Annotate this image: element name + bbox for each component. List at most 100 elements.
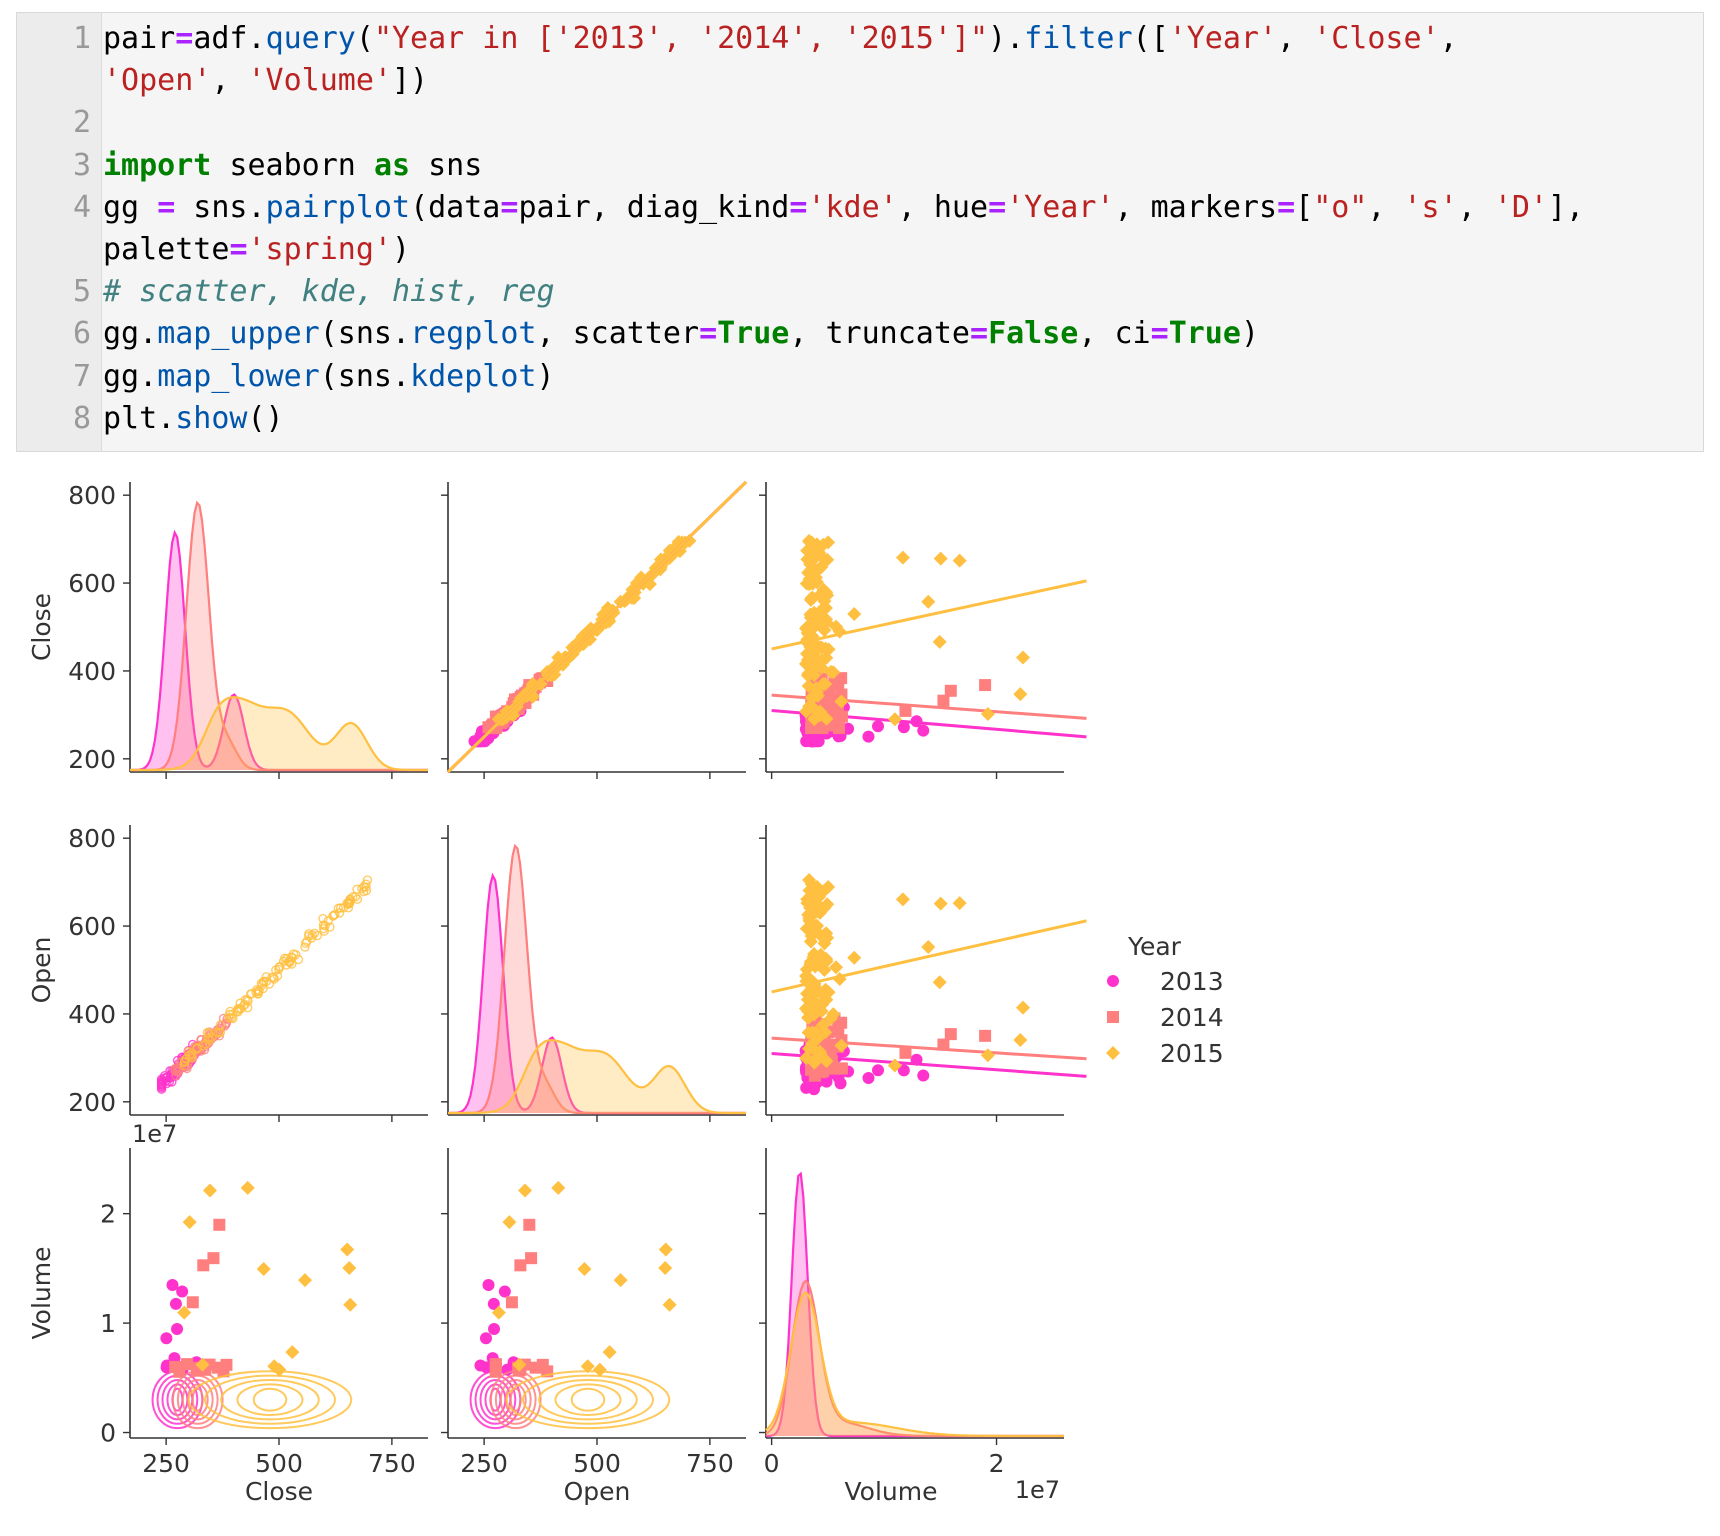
code-token: 'D' — [1493, 189, 1548, 225]
kde-contour — [570, 1387, 606, 1412]
scatter-point — [807, 1055, 822, 1070]
code-token: filter — [1024, 21, 1133, 56]
kde-contour — [235, 998, 245, 1008]
scatter-point — [487, 1297, 500, 1310]
scatter-point — [899, 1046, 912, 1059]
scatter-point — [887, 712, 902, 727]
line-number: 3 — [72, 147, 91, 183]
scatter-point — [343, 1297, 358, 1312]
kde-contour — [227, 1009, 238, 1019]
diag-kde-volume — [765, 1171, 1064, 1438]
scatter-point — [166, 1278, 179, 1291]
scatter-point — [1016, 1000, 1031, 1015]
scatter-point — [812, 954, 827, 969]
scatter-point — [525, 1252, 538, 1265]
panel-open-vs-volume — [759, 825, 1064, 1122]
code-token: ) — [392, 232, 411, 267]
scatter-point — [182, 1215, 197, 1230]
scatter-point — [662, 1297, 677, 1312]
scatter-point — [897, 1064, 910, 1077]
y-axis-label: Open — [27, 937, 56, 1004]
kde-contour — [181, 1379, 214, 1421]
scatter-point — [872, 1064, 885, 1077]
kde-contour — [312, 930, 323, 941]
code-token: , scatter — [536, 316, 700, 352]
scatter-point — [602, 1345, 617, 1360]
y-axis-label: Close — [27, 593, 56, 661]
kde-contour — [284, 956, 295, 967]
scatter-point — [804, 539, 819, 554]
kde-contour — [287, 959, 297, 969]
legend-marker — [1106, 1046, 1120, 1060]
scatter-point — [482, 1278, 495, 1291]
diag-kde-close — [130, 500, 428, 772]
kde-contour — [156, 1075, 167, 1086]
scatter-point — [819, 954, 834, 969]
scatter-point — [177, 1305, 192, 1320]
scatter-point — [944, 684, 957, 697]
scatter-point — [921, 594, 936, 609]
scatter-point — [805, 924, 820, 939]
kde-contour — [267, 972, 277, 983]
code-token: 'Year' — [1006, 189, 1115, 225]
code-token: , — [1277, 21, 1314, 56]
code-token: (sns. — [319, 316, 411, 352]
scatter-point — [256, 1261, 271, 1276]
code-token: [ — [1295, 189, 1314, 225]
kde-contour — [253, 989, 263, 999]
y-tick-label: 400 — [68, 1000, 116, 1029]
kde-fill — [766, 1280, 1064, 1436]
scatter-point — [821, 535, 836, 550]
kde-volume-open — [469, 1180, 677, 1430]
kde-fill — [766, 1292, 1064, 1436]
scatter-point — [577, 1261, 592, 1276]
scatter-point — [186, 1296, 199, 1309]
kde-contour — [261, 972, 271, 982]
scatter-point — [812, 1049, 827, 1064]
scatter-point — [862, 730, 875, 743]
scatter-point — [895, 550, 910, 565]
kde-contour — [538, 1379, 638, 1421]
scatter-point — [815, 653, 830, 668]
code-token: = — [970, 316, 989, 352]
code-token: ([ — [1132, 21, 1169, 56]
scatter-point — [895, 892, 910, 907]
regression-line — [771, 693, 1087, 720]
scatter-point — [826, 1007, 841, 1022]
scatter-point — [815, 997, 830, 1012]
panel-volume-vs-volume — [759, 1148, 1064, 1445]
code-token: query — [265, 21, 356, 56]
kde-contour — [300, 942, 310, 952]
scatter-point — [1013, 687, 1028, 702]
scatter-point — [812, 889, 827, 904]
code-token: = — [1150, 316, 1169, 352]
scatter-point — [160, 1332, 173, 1345]
code-token: 'Volume' — [247, 63, 393, 99]
scatter-point — [847, 950, 862, 965]
y-tick-label: 200 — [68, 745, 116, 774]
code-token: = — [175, 21, 194, 56]
scatter-point — [805, 1025, 820, 1040]
line-number: 8 — [72, 400, 91, 436]
kde-contour — [179, 1060, 189, 1071]
kde-fill — [766, 1173, 1064, 1436]
scatter-point — [980, 1048, 995, 1063]
code-token: = — [1277, 189, 1296, 225]
diag-kde-open — [448, 843, 746, 1115]
legend-label: 2013 — [1160, 967, 1224, 996]
code-token: 'Year' — [1168, 21, 1278, 56]
kde-contour — [179, 1057, 189, 1068]
code-token: seaborn — [211, 147, 374, 183]
kde-contour — [233, 1007, 243, 1017]
kde-contour — [220, 1379, 320, 1421]
scatter-point — [580, 1359, 595, 1374]
scatter-point — [171, 1322, 184, 1335]
code-line: gg.map_upper(sns.regplot, scatter=True, … — [103, 316, 1259, 351]
scatter-point — [514, 1259, 527, 1272]
kde-contour — [224, 1009, 235, 1020]
panel-open-vs-close — [123, 825, 428, 1122]
line-number: 6 — [72, 316, 91, 352]
code-token: kdeplot — [410, 358, 537, 394]
code-line: pair=adf.query("Year in ['2013', '2014',… — [103, 21, 1458, 56]
